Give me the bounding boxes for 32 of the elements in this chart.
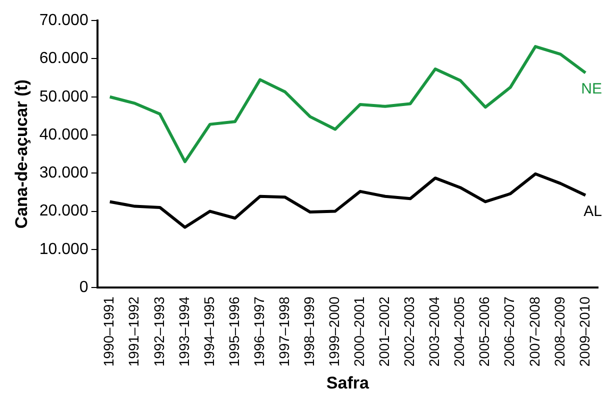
x-tick-label: 2006–2007 [501,296,518,367]
y-tick-label: 50.000 [39,88,88,106]
x-tick-label: 1998–1999 [300,296,317,367]
x-tick-label: 2000–2001 [351,296,368,367]
x-tick-label: 1991–1992 [126,296,142,367]
x-tick-label: 2009–2010 [576,296,592,367]
x-tick-label: 2008–2009 [551,296,568,367]
x-tick-label: 1996–1997 [250,296,267,367]
y-tick-label: 0 [79,278,88,296]
x-tick-label: 1995–1996 [226,296,242,367]
x-tick-label: 2003–2004 [426,296,442,367]
y-axis-title: Cana-de-açucar (t) [12,79,31,229]
x-tick-label: 1993–1994 [176,296,192,367]
x-tick-label: 2001–2002 [376,296,392,367]
x-tick-label: 2007–2008 [526,296,542,367]
series-label: AL [584,202,602,220]
y-tick-label: 60.000 [39,50,88,68]
x-tick-label: 1992–1993 [150,296,167,367]
x-tick-label: 2004–2005 [451,296,468,367]
x-tick-label: 1997–1998 [276,296,292,367]
x-tick-label: 2005–2006 [476,296,492,367]
series-label: NE [581,80,602,98]
y-tick-label: 40.000 [39,126,88,144]
y-tick-label: 70.000 [39,12,88,30]
x-tick-label: 1990–1991 [100,296,117,367]
x-tick-label: 1994–1995 [200,296,217,367]
y-tick-label: 20.000 [39,202,88,220]
y-tick-label: 30.000 [39,164,88,182]
x-tick-label: 2002–2003 [401,296,418,367]
x-axis-title: Safra [326,373,370,392]
x-tick-label: 1999–2000 [326,296,342,367]
y-tick-label: 10.000 [39,240,88,258]
